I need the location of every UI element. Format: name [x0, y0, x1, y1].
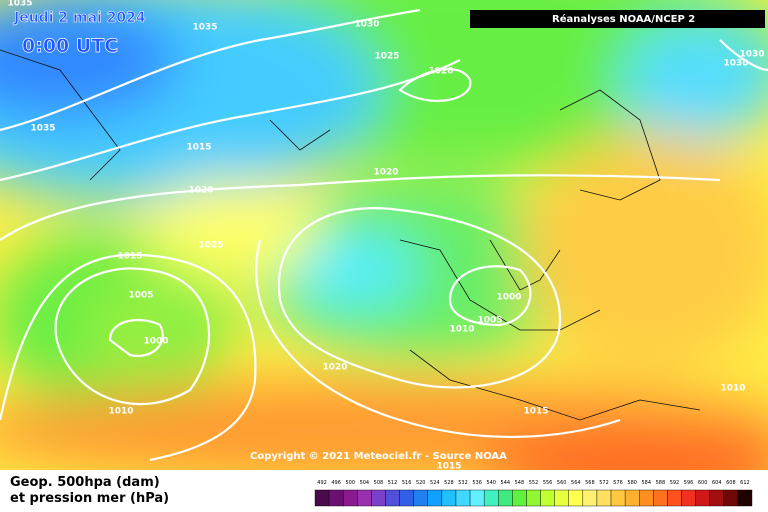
legend-label: 600 [698, 480, 708, 486]
isobar-label: 1010 [720, 384, 745, 394]
legend-label: 564 [571, 480, 581, 486]
isobar-label: 1025 [374, 52, 399, 62]
legend-swatch [455, 489, 471, 507]
legend-label: 572 [599, 480, 609, 486]
isobars [0, 8, 768, 462]
isobar-label: 1010 [108, 407, 133, 417]
time: 0:00 UTC [22, 35, 118, 57]
caption-line: et pression mer (hPa) [10, 491, 169, 506]
legend-label: 580 [627, 480, 637, 486]
isobar-label: 1020 [428, 67, 453, 77]
isobar-label: 1035 [192, 23, 217, 33]
legend-label: 596 [684, 480, 694, 486]
legend-label: 516 [402, 480, 412, 486]
legend-swatch [371, 489, 386, 507]
legend-swatch [639, 489, 654, 507]
caption-line: Geop. 500hpa (dam) [10, 475, 160, 490]
legend-swatch [709, 489, 725, 507]
isobar-label: 1035 [7, 0, 32, 9]
isobar-label: 1015 [436, 462, 461, 472]
legend-swatch [540, 489, 555, 507]
legend-swatch [314, 489, 330, 507]
legend-label: 492 [317, 480, 327, 486]
legend-label: 512 [388, 480, 398, 486]
legend-label: 552 [529, 480, 539, 486]
legend-label: 568 [585, 480, 595, 486]
copyright: Copyright © 2021 Meteociel.fr - Source N… [250, 451, 507, 462]
legend-swatch [385, 489, 400, 507]
isobar-label: 1030 [739, 50, 764, 60]
legend-label: 544 [501, 480, 511, 486]
legend-swatch [653, 489, 668, 507]
isobar-label: 1020 [322, 363, 347, 373]
isobar-label: 1020 [188, 186, 213, 196]
legend-swatch [568, 489, 584, 507]
isobar-label: 1025 [198, 241, 223, 251]
legend-label: 540 [486, 480, 496, 486]
isobar-label: 1000 [496, 293, 521, 303]
isobar-label: 1015 [523, 407, 548, 417]
legend-label: 604 [712, 480, 722, 486]
source-box [470, 10, 765, 28]
legend-label: 528 [444, 480, 454, 486]
legend-label: 508 [374, 480, 384, 486]
legend-label: 496 [331, 480, 341, 486]
legend-swatch [483, 489, 499, 507]
legend-label: 560 [557, 480, 567, 486]
legend-swatch [427, 489, 443, 507]
date: Jeudi 2 mai 2024 [13, 10, 146, 26]
legend-swatch [441, 489, 457, 507]
legend-swatch [512, 489, 527, 507]
legend-label: 504 [360, 480, 370, 486]
legend-swatch [399, 489, 414, 507]
isobar-label: 1010 [449, 325, 474, 335]
legend-swatch [695, 489, 710, 507]
legend-label: 588 [656, 480, 666, 486]
legend-swatch [526, 489, 541, 507]
isobar-label: 1015 [117, 252, 142, 262]
isobar-label: 1035 [30, 124, 55, 134]
legend-swatch [624, 489, 640, 507]
legend-label: 592 [670, 480, 680, 486]
legend-swatch [596, 489, 612, 507]
coastlines [0, 49, 701, 421]
isobar-label: 1030 [723, 59, 748, 69]
legend-swatch [610, 489, 626, 507]
legend-swatch [498, 489, 513, 507]
legend-label: 532 [458, 480, 468, 486]
isobar-label: 1015 [186, 143, 211, 153]
legend-swatch [342, 489, 358, 507]
legend-swatch [357, 489, 372, 507]
legend-label: 524 [430, 480, 440, 486]
isobar-label: 1005 [477, 316, 502, 326]
legend-swatch [413, 489, 428, 507]
legend-swatch [667, 489, 682, 507]
legend-swatch [681, 489, 696, 507]
legend-label: 536 [472, 480, 482, 486]
legend-swatch [723, 489, 739, 507]
legend-swatch [328, 489, 344, 507]
legend-swatch [582, 489, 598, 507]
legend-swatch [554, 489, 569, 507]
legend-label: 548 [515, 480, 525, 486]
isobar-label: 1030 [354, 20, 379, 30]
legend-label: 608 [726, 480, 736, 486]
legend-label: 520 [416, 480, 426, 486]
legend-label: 612 [740, 480, 750, 486]
isobar-label: 1020 [373, 168, 398, 178]
legend-swatch [469, 489, 485, 507]
legend-label: 576 [613, 480, 623, 486]
legend-swatch [737, 489, 753, 507]
isobar-label: 1005 [128, 291, 153, 301]
legend-label: 556 [543, 480, 553, 486]
isobar-label: 1000 [143, 337, 168, 347]
legend-label: 500 [345, 480, 355, 486]
legend-label: 584 [642, 480, 652, 486]
source: Réanalyses NOAA/NCEP 2 [552, 13, 695, 25]
